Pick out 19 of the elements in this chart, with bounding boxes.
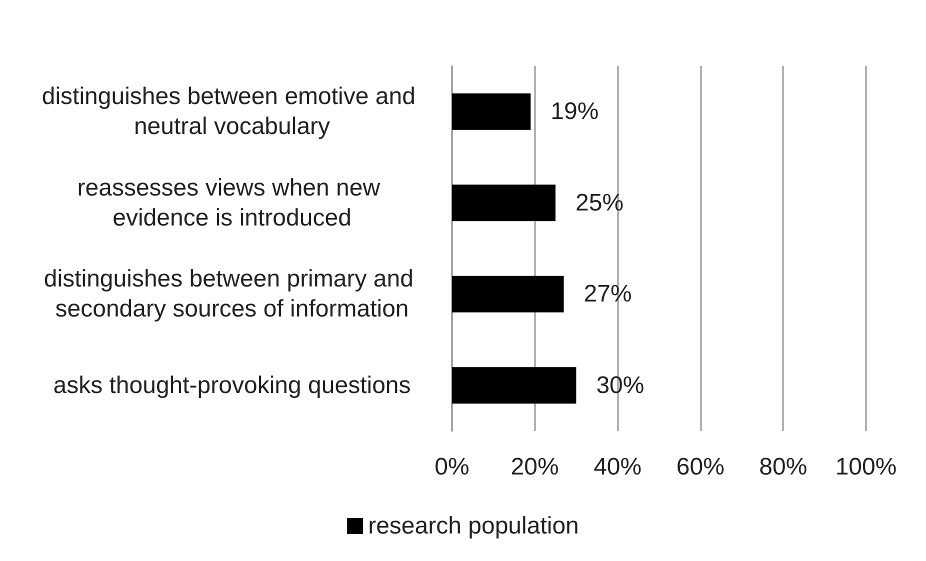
bar bbox=[452, 93, 531, 130]
x-tick-label: 20% bbox=[510, 454, 559, 480]
y-tick-label: distinguishes between emotive and neutral vocabulary bbox=[42, 83, 422, 140]
y-tick-label: distinguishes between primary and secondary sources of information bbox=[44, 266, 420, 323]
data-label: 25% bbox=[576, 189, 624, 216]
x-tick-label: 40% bbox=[594, 454, 642, 480]
bar bbox=[452, 367, 576, 404]
y-tick-label: asks thought-provoking questions bbox=[53, 372, 411, 399]
x-tick-label: 80% bbox=[759, 454, 808, 480]
legend-label: research population bbox=[368, 512, 579, 540]
data-label: 27% bbox=[584, 280, 632, 308]
bar bbox=[452, 276, 564, 312]
x-tick-label: 0% bbox=[434, 454, 470, 480]
x-tick-label: 100% bbox=[835, 454, 897, 480]
data-label: 30% bbox=[596, 372, 644, 399]
y-tick-label: reassesses views when new evidence is introduced bbox=[77, 174, 387, 232]
x-tick-label: 60% bbox=[676, 454, 724, 480]
bar bbox=[452, 184, 556, 222]
data-label: 19% bbox=[550, 98, 599, 126]
